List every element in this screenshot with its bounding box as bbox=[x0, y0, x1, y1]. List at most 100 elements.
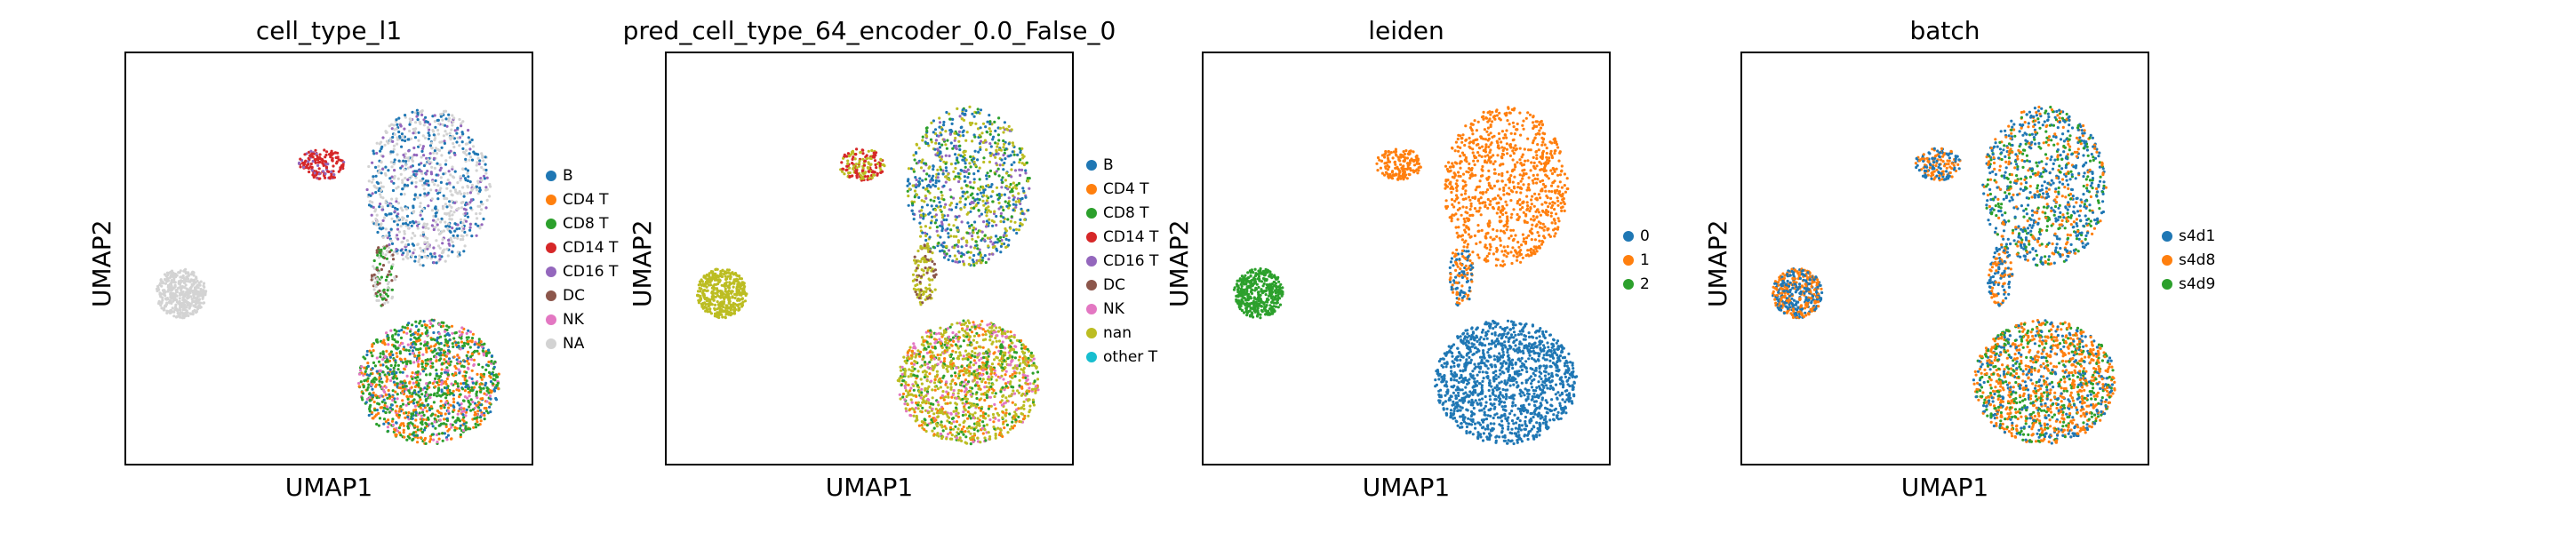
scatter-point bbox=[483, 342, 486, 346]
scatter-point bbox=[472, 362, 476, 367]
scatter-point bbox=[944, 166, 948, 170]
scatter-point bbox=[427, 183, 430, 187]
scatter-point bbox=[463, 377, 467, 380]
scatter-point bbox=[468, 147, 472, 151]
scatter-point bbox=[460, 140, 464, 144]
scatter-point bbox=[399, 380, 403, 384]
scatter-point bbox=[437, 232, 441, 236]
scatter-point bbox=[156, 289, 159, 293]
scatter-point bbox=[924, 225, 927, 228]
scatter-point bbox=[396, 429, 399, 433]
scatter-point bbox=[480, 378, 484, 381]
scatter-point bbox=[418, 169, 421, 172]
scatter-point bbox=[386, 360, 389, 363]
scatter-point bbox=[396, 223, 399, 227]
scatter-point bbox=[444, 396, 448, 400]
scatter-point bbox=[432, 156, 436, 160]
scatter-point bbox=[963, 154, 966, 157]
scatter-point bbox=[487, 370, 492, 374]
scatter-point bbox=[957, 251, 961, 255]
scatter-point bbox=[1021, 187, 1025, 190]
legend-marker bbox=[546, 194, 556, 205]
scatter-point bbox=[945, 169, 948, 172]
scatter-point bbox=[486, 411, 490, 415]
scatter-point bbox=[868, 156, 872, 160]
scatter-point bbox=[497, 386, 500, 391]
scatter-point bbox=[403, 435, 406, 439]
scatter-point bbox=[376, 253, 380, 257]
scatter-point bbox=[843, 172, 846, 176]
scatter-point bbox=[720, 293, 724, 297]
scatter-point bbox=[924, 361, 927, 364]
scatter-point bbox=[429, 322, 433, 325]
scatter-point bbox=[420, 171, 424, 175]
scatter-point bbox=[982, 220, 986, 224]
scatter-point bbox=[1002, 131, 1005, 134]
scatter-point bbox=[903, 371, 907, 375]
scatter-point bbox=[375, 249, 379, 252]
scatter-point bbox=[997, 418, 1001, 422]
scatter-point bbox=[321, 161, 324, 164]
scatter-point bbox=[411, 342, 414, 346]
scatter-point bbox=[374, 191, 378, 195]
scatter-point bbox=[189, 278, 193, 282]
scatter-point bbox=[903, 373, 907, 377]
scatter-point bbox=[949, 195, 953, 199]
scatter-point bbox=[178, 282, 181, 285]
scatter-point bbox=[709, 278, 714, 282]
scatter-point bbox=[462, 422, 466, 426]
scatter-point bbox=[417, 220, 420, 224]
scatter-point bbox=[390, 403, 394, 407]
scatter-point bbox=[439, 166, 443, 170]
scatter-point bbox=[1018, 355, 1021, 359]
scatter-point bbox=[380, 400, 384, 403]
scatter-point bbox=[180, 288, 183, 291]
scatter-point bbox=[1023, 218, 1027, 221]
scatter-point bbox=[970, 206, 973, 210]
scatter-point bbox=[939, 250, 942, 253]
scatter-point bbox=[1004, 184, 1008, 188]
scatter-point bbox=[305, 163, 309, 167]
scatter-point bbox=[401, 370, 404, 374]
scatter-point bbox=[948, 431, 952, 434]
scatter-point bbox=[999, 211, 1003, 215]
scatter-point bbox=[945, 110, 948, 115]
scatter-point bbox=[1028, 187, 1031, 190]
scatter-point bbox=[447, 357, 452, 361]
scatter-point bbox=[385, 235, 388, 238]
scatter-point bbox=[910, 369, 914, 372]
scatter-point bbox=[470, 183, 474, 187]
scatter-point bbox=[310, 165, 314, 169]
scatter-point bbox=[861, 177, 865, 180]
scatter-point bbox=[1007, 238, 1011, 242]
scatter-point bbox=[980, 191, 983, 195]
scatter-point bbox=[452, 416, 455, 419]
scatter-point bbox=[712, 288, 716, 291]
scatter-point bbox=[426, 341, 429, 345]
scatter-point bbox=[408, 381, 412, 385]
scatter-point bbox=[436, 228, 440, 232]
scatter-point bbox=[937, 187, 940, 190]
scatter-point bbox=[379, 355, 382, 359]
legend-label: B bbox=[563, 166, 573, 185]
scatter-point bbox=[1010, 128, 1013, 131]
scatter-point bbox=[419, 211, 422, 214]
scatter-point bbox=[299, 165, 302, 169]
scatter-point bbox=[932, 199, 936, 203]
scatter-point bbox=[459, 179, 462, 182]
scatter-point bbox=[439, 176, 443, 179]
scatter-point bbox=[1004, 414, 1007, 418]
scatter-point bbox=[173, 281, 177, 284]
scatter-point bbox=[486, 387, 490, 391]
scatter-point bbox=[203, 285, 206, 289]
scatter-point bbox=[401, 187, 404, 191]
scatter-point bbox=[447, 222, 451, 226]
scatter-point bbox=[964, 203, 967, 206]
scatter-point bbox=[389, 160, 393, 164]
scatter-point bbox=[402, 428, 405, 432]
scatter-point bbox=[444, 382, 448, 386]
scatter-point bbox=[739, 287, 742, 290]
scatter-point bbox=[427, 204, 430, 208]
scatter-point bbox=[480, 223, 484, 227]
scatter-point bbox=[390, 197, 394, 201]
